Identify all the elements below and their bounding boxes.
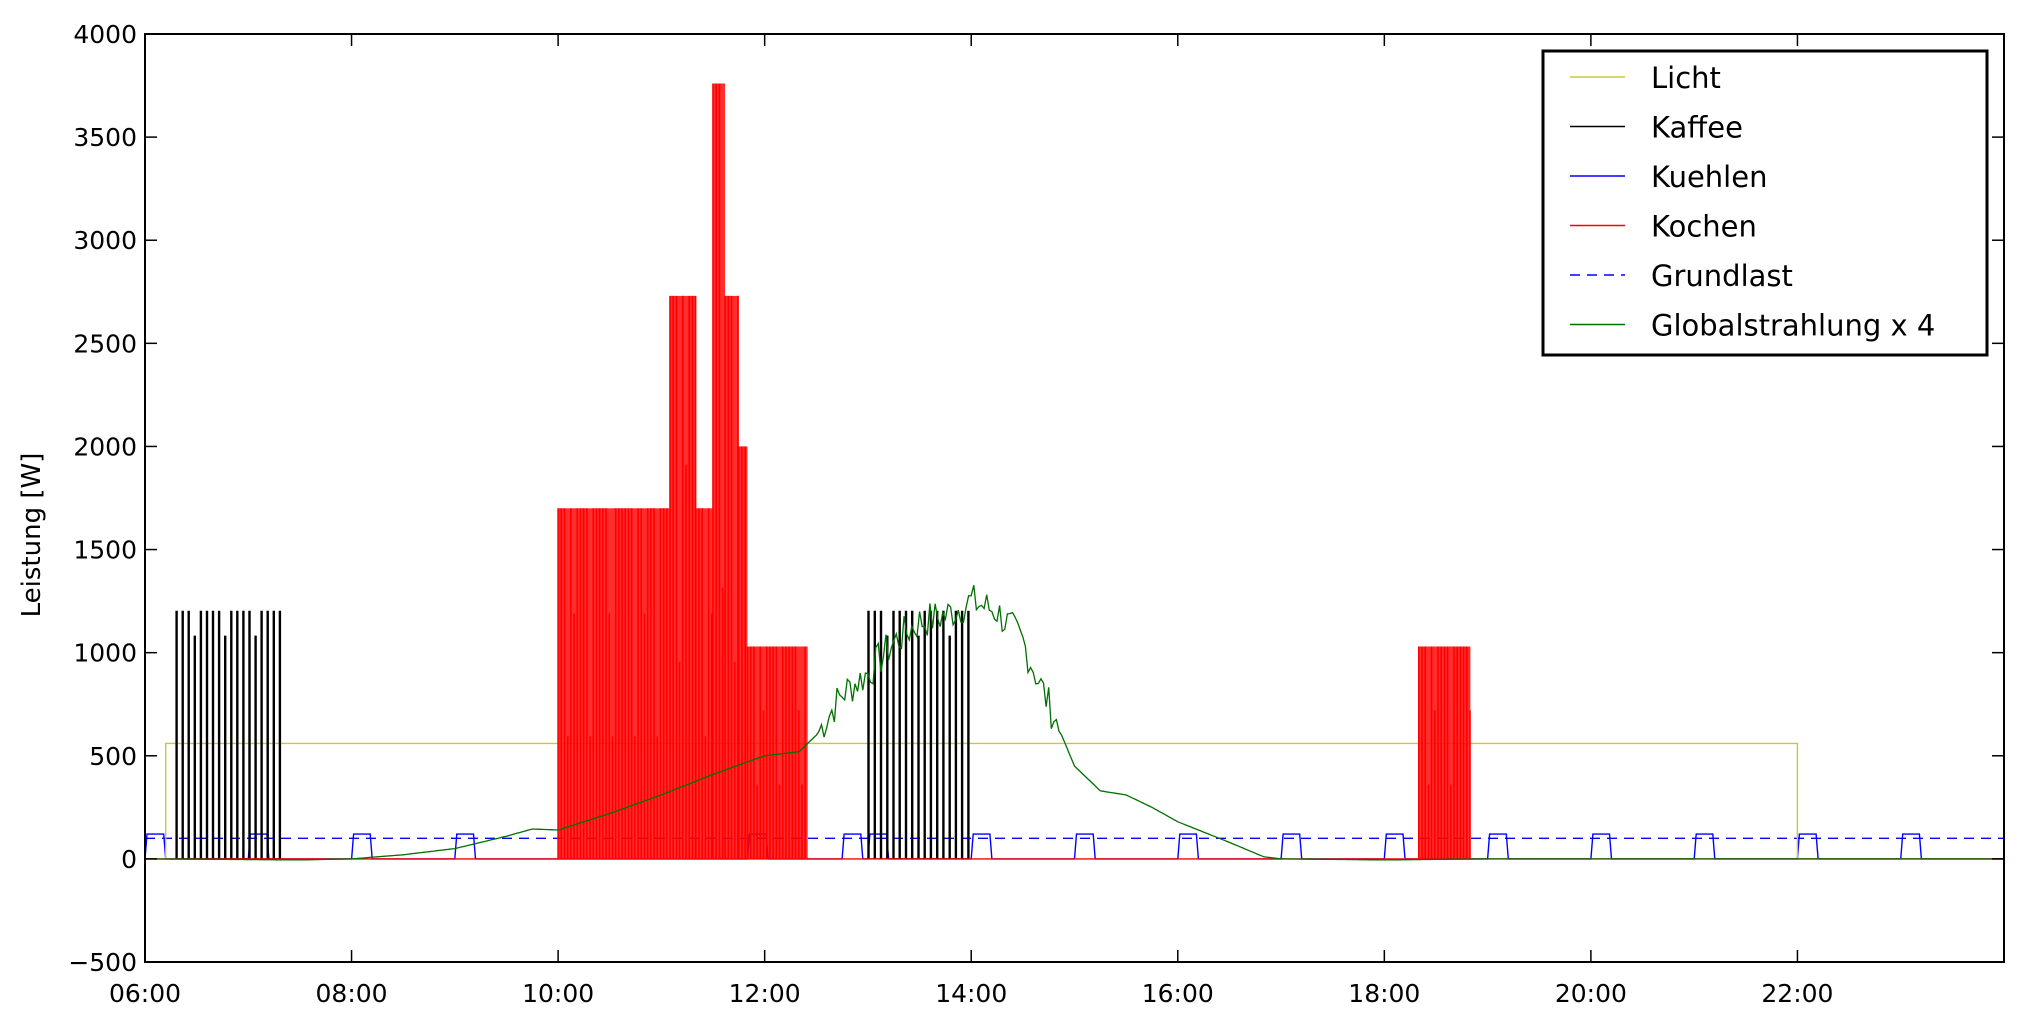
- x-tick-label: 18:00: [1348, 979, 1420, 1008]
- y-tick-label: −500: [68, 948, 137, 977]
- legend: Licht Kaffee Kuehlen Kochen Grundlast Globals…: [1541, 49, 1989, 357]
- legend-label: Kuehlen: [1651, 160, 1767, 194]
- series-spikes-kochen-0: [557, 508, 668, 859]
- x-tick-label: 08:00: [316, 979, 388, 1008]
- series-spikes-kochen-4: [724, 295, 739, 859]
- y-tick-label: 1500: [73, 536, 137, 565]
- legend-label: Grundlast: [1651, 259, 1793, 293]
- y-tick-label: 3500: [73, 123, 137, 152]
- series-spikes-kochen-7: [1418, 646, 1471, 859]
- y-tick-label: 1000: [73, 639, 137, 668]
- y-tick-label: 2500: [73, 329, 137, 358]
- y-tick-label: 2000: [73, 432, 137, 461]
- axes: −500 0 500 1000 1500 2000 2500 3000 3500 4000 06:0…: [68, 20, 2005, 1008]
- x-tick-label: 12:00: [729, 979, 801, 1008]
- series-spikes-kochen-3: [712, 83, 724, 859]
- legend-label: Globalstrahlung x 4: [1651, 309, 1935, 343]
- y-tick-label: 3000: [73, 226, 137, 255]
- plot-area: [145, 83, 2004, 861]
- x-tick-label: 20:00: [1555, 979, 1627, 1008]
- series-spikes-kochen-1: [669, 295, 697, 859]
- legend-label: Kochen: [1651, 210, 1757, 244]
- plot-frame: [144, 33, 2005, 963]
- series-spikes-kochen-2: [695, 508, 713, 859]
- x-tick-label: 22:00: [1761, 979, 1833, 1008]
- y-axis-label: Leistung [W]: [17, 453, 47, 618]
- x-tick-label: 14:00: [935, 979, 1007, 1008]
- x-tick-label: 10:00: [522, 979, 594, 1008]
- series-spikes-kochen-5: [738, 446, 746, 859]
- y-tick-label: 0: [121, 845, 137, 874]
- y-tick-label: 4000: [73, 20, 137, 49]
- y-tick-label: 500: [89, 742, 137, 771]
- legend-label: Licht: [1651, 61, 1721, 95]
- legend-label: Kaffee: [1651, 111, 1743, 145]
- series-group: [145, 83, 2004, 861]
- series-block-kochen-5: [738, 446, 748, 859]
- legend-box: [1541, 49, 1989, 357]
- x-tick-label: 06:00: [109, 979, 181, 1008]
- series-line-globalstrahlung: [145, 585, 2004, 861]
- x-tick-label: 16:00: [1142, 979, 1214, 1008]
